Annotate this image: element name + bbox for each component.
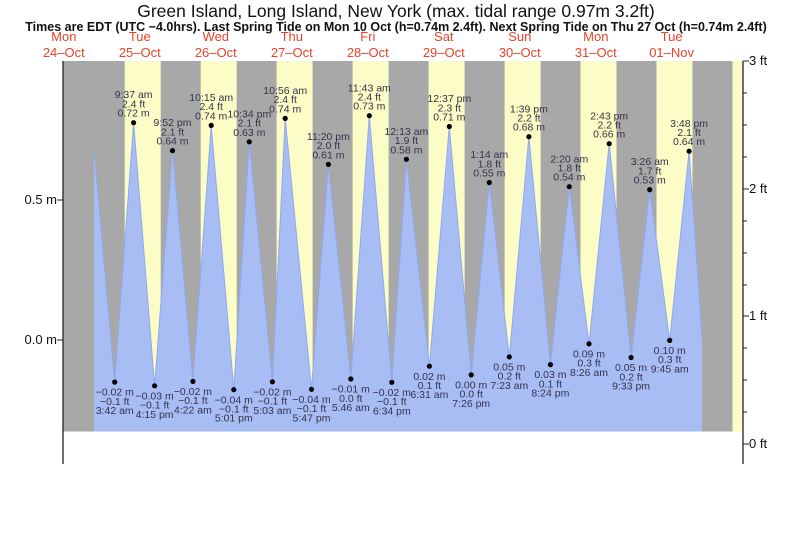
- svg-text:0.68 m: 0.68 m: [513, 122, 545, 134]
- svg-text:0.61 m: 0.61 m: [312, 149, 344, 161]
- svg-text:Mon: Mon: [583, 29, 608, 44]
- svg-text:9:45 am: 9:45 am: [651, 363, 689, 375]
- svg-text:9:33 pm: 9:33 pm: [612, 381, 650, 393]
- svg-text:0.63 m: 0.63 m: [233, 127, 265, 139]
- svg-text:0.55 m: 0.55 m: [473, 168, 505, 180]
- svg-text:Fri: Fri: [360, 29, 375, 44]
- svg-text:7:26 pm: 7:26 pm: [452, 398, 490, 410]
- svg-text:8:26 am: 8:26 am: [570, 367, 608, 379]
- svg-text:3:42 am: 3:42 am: [96, 405, 134, 417]
- svg-text:0.72 m: 0.72 m: [118, 108, 150, 120]
- svg-text:5:46 am: 5:46 am: [332, 402, 370, 414]
- svg-text:Thu: Thu: [281, 29, 303, 44]
- svg-text:6:34 pm: 6:34 pm: [373, 405, 411, 417]
- svg-text:Mon: Mon: [51, 29, 76, 44]
- svg-text:5:03 am: 5:03 am: [253, 405, 291, 417]
- svg-text:0.74 m: 0.74 m: [195, 110, 227, 122]
- svg-text:0.71 m: 0.71 m: [433, 112, 465, 124]
- svg-text:Tue: Tue: [661, 29, 683, 44]
- svg-text:0.0 m: 0.0 m: [24, 332, 57, 347]
- svg-text:28–Oct: 28–Oct: [347, 45, 389, 60]
- svg-text:24–Oct: 24–Oct: [43, 45, 85, 60]
- svg-text:0.73 m: 0.73 m: [353, 101, 385, 113]
- svg-text:31–Oct: 31–Oct: [575, 45, 617, 60]
- svg-text:1 ft: 1 ft: [749, 308, 767, 323]
- svg-text:4:22 am: 4:22 am: [174, 404, 212, 416]
- svg-text:Tue: Tue: [129, 29, 151, 44]
- svg-text:0.5 m: 0.5 m: [24, 192, 57, 207]
- svg-text:0.53 m: 0.53 m: [634, 175, 666, 187]
- svg-text:7:23 am: 7:23 am: [490, 380, 528, 392]
- svg-text:29–Oct: 29–Oct: [423, 45, 465, 60]
- svg-text:2 ft: 2 ft: [749, 181, 767, 196]
- svg-text:5:47 pm: 5:47 pm: [293, 412, 331, 424]
- svg-text:30–Oct: 30–Oct: [499, 45, 541, 60]
- svg-text:Sun: Sun: [508, 29, 531, 44]
- svg-text:8:24 pm: 8:24 pm: [531, 388, 569, 400]
- svg-text:4:15 pm: 4:15 pm: [136, 409, 174, 421]
- svg-text:26–Oct: 26–Oct: [195, 45, 237, 60]
- svg-text:0.58 m: 0.58 m: [390, 144, 422, 156]
- svg-text:0.54 m: 0.54 m: [553, 172, 585, 184]
- svg-text:3 ft: 3 ft: [749, 53, 767, 68]
- svg-text:0 ft: 0 ft: [749, 436, 767, 451]
- svg-text:0.74 m: 0.74 m: [269, 103, 301, 115]
- svg-text:0.66 m: 0.66 m: [593, 129, 625, 141]
- svg-text:27–Oct: 27–Oct: [271, 45, 313, 60]
- svg-text:Green Island, Long Island, New: Green Island, Long Island, New York (max…: [137, 1, 655, 21]
- svg-text:25–Oct: 25–Oct: [119, 45, 161, 60]
- svg-text:5:01 pm: 5:01 pm: [215, 413, 253, 425]
- svg-text:0.64 m: 0.64 m: [673, 136, 705, 148]
- svg-text:Sat: Sat: [434, 29, 454, 44]
- svg-text:6:31 am: 6:31 am: [410, 389, 448, 401]
- svg-text:01–Nov: 01–Nov: [649, 45, 694, 60]
- svg-text:0.64 m: 0.64 m: [156, 136, 188, 148]
- svg-text:Wed: Wed: [203, 29, 230, 44]
